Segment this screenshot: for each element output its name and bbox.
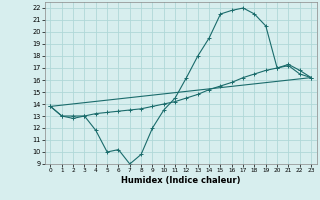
X-axis label: Humidex (Indice chaleur): Humidex (Indice chaleur) xyxy=(121,176,241,185)
